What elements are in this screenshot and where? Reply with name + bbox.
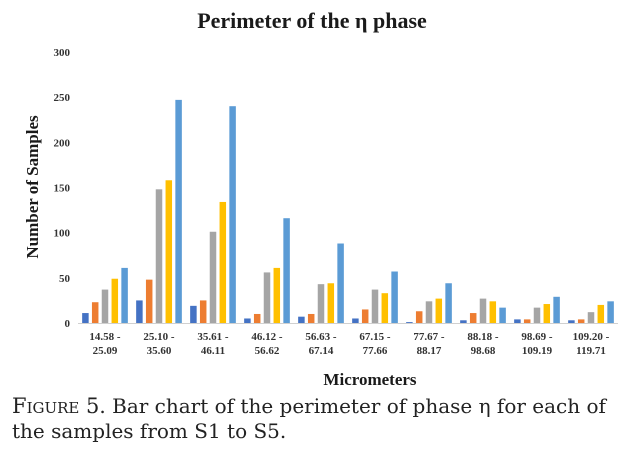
bar (273, 267, 281, 323)
y-tick-label: 200 (54, 137, 71, 149)
bar (219, 201, 227, 323)
bar (298, 316, 305, 323)
y-axis-label: Number of Samples (23, 115, 42, 259)
x-tick-label: 88.17 (417, 345, 442, 357)
bar (607, 301, 614, 323)
bar (307, 313, 315, 323)
bar (469, 313, 477, 323)
bar (121, 267, 128, 323)
x-axis-label: Micrometers (323, 370, 417, 389)
bar (111, 278, 119, 323)
bar (499, 307, 506, 323)
x-tick-label: 25.10 - (143, 331, 175, 343)
bar (209, 231, 217, 323)
bar (101, 289, 109, 323)
bar (352, 318, 359, 323)
bar (283, 218, 290, 323)
x-tick-label: 56.63 - (305, 331, 337, 343)
bar (435, 298, 443, 323)
y-tick-label: 250 (54, 92, 71, 104)
bar (136, 300, 143, 323)
bar (175, 99, 182, 323)
x-tick-label: 46.11 (201, 345, 225, 357)
x-tick-label: 67.15 - (359, 331, 391, 343)
bar (229, 106, 236, 323)
bar (145, 279, 153, 323)
bar (381, 293, 389, 323)
caption-label: Figure 5 (12, 394, 100, 418)
x-tick-label: 88.18 - (467, 331, 499, 343)
bar (253, 313, 261, 323)
bar (91, 302, 99, 323)
x-tick-label: 67.14 (309, 345, 334, 357)
x-tick-label: 46.12 - (251, 331, 283, 343)
bar (553, 296, 560, 323)
x-tick-label: 109.20 - (573, 331, 610, 343)
caption-text: . Bar chart of the perimeter of phase η … (12, 394, 606, 443)
bar (371, 289, 379, 323)
figure-caption: Figure 5. Bar chart of the perimeter of … (12, 394, 617, 444)
y-tick-label: 0 (65, 318, 71, 330)
bar (460, 320, 467, 323)
bar (361, 309, 369, 323)
bar (263, 272, 271, 323)
chart-title: Perimeter of the η phase (197, 8, 427, 33)
x-tick-label: 119.71 (576, 345, 606, 357)
bar (514, 319, 521, 323)
bar (577, 319, 585, 323)
x-tick-label: 14.58 - (89, 331, 121, 343)
y-tick-label: 300 (54, 47, 71, 59)
bar (415, 311, 423, 323)
bar (533, 307, 541, 323)
bar (479, 298, 487, 323)
x-tick-label: 25.09 (93, 345, 118, 357)
x-tick-label: 35.60 (147, 345, 172, 357)
x-tick-label: 77.66 (363, 345, 388, 357)
bar-chart: Perimeter of the η phase Number of Sample… (23, 8, 618, 389)
bar (82, 313, 89, 323)
bar (155, 189, 163, 323)
bar (543, 304, 551, 323)
bar (391, 271, 398, 323)
bar (568, 320, 575, 323)
x-tick-label: 109.19 (522, 345, 553, 357)
bar (489, 301, 497, 323)
bar (317, 284, 325, 323)
bar (523, 319, 531, 323)
bar (190, 305, 197, 323)
y-tick-label: 150 (54, 183, 71, 195)
bar (445, 283, 452, 323)
x-tick-label: 98.69 - (521, 331, 553, 343)
x-tick-label: 56.62 (255, 345, 280, 357)
bar (425, 301, 433, 323)
bar (337, 243, 344, 323)
bar (165, 180, 173, 323)
x-tick-label: 98.68 (471, 345, 496, 357)
y-tick-label: 50 (59, 273, 71, 285)
bar (597, 304, 605, 323)
x-tick-label: 35.61 - (197, 331, 229, 343)
y-tick-label: 100 (54, 228, 71, 240)
bar (406, 322, 413, 323)
bar (587, 312, 595, 323)
bar (199, 300, 207, 323)
x-tick-label: 77.67 - (413, 331, 445, 343)
bar (244, 318, 251, 323)
bar (327, 283, 335, 323)
